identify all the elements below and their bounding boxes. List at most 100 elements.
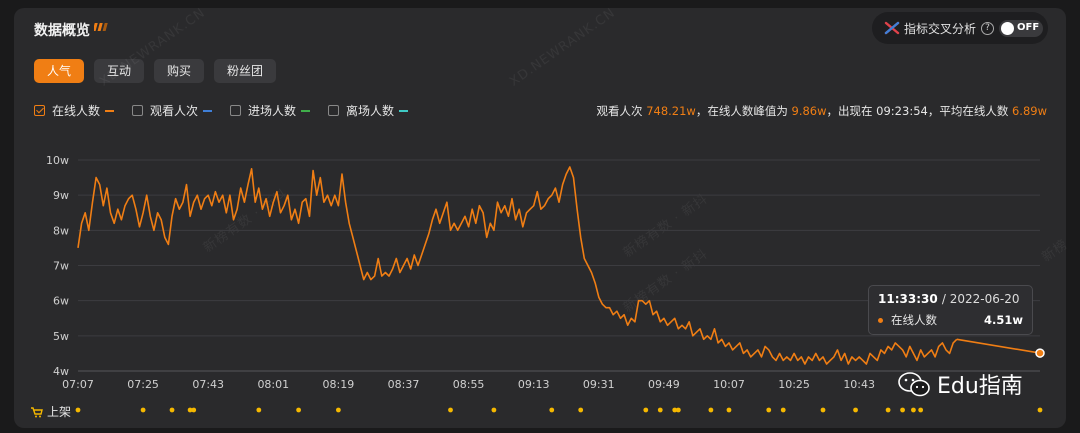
series-line-tail [956,338,1041,354]
tab-popularity[interactable]: 人气 [34,59,85,83]
brand-text: Edu指南 [937,374,1023,399]
avg-value: 6.89w [1011,104,1047,118]
shelf-marker [169,407,175,413]
tooltip-row: 在线人数 4.51w [878,312,1023,328]
shelf-marker [1037,407,1043,413]
checkbox-exits[interactable] [328,105,340,116]
y-tick-label: 9w [53,189,69,202]
shelf-marker [75,407,81,413]
x-tick-label: 08:19 [323,378,355,391]
x-tick-label: 10:07 [713,378,745,391]
x-tick-label: 08:37 [388,378,420,391]
shelf-marker [726,407,732,413]
x-tick-label: 09:49 [648,378,680,391]
panel-title: 数据概览 [34,23,90,39]
tab-purchase[interactable]: 购买 [154,59,205,83]
shelf-track-label: 上架 [30,403,71,420]
data-tooltip: 11:33:30 / 2022-06-20 在线人数 4.51w [868,285,1033,335]
shelf-marker [296,407,302,413]
wechat-icon [898,372,930,397]
shelf-marker [448,407,453,413]
legend-item-exits[interactable]: 离场人数 [328,102,409,119]
shelf-marker [578,407,584,413]
legend-item-entries[interactable]: 进场人数 [230,102,311,119]
cart-icon [31,406,43,417]
tooltip-value: 4.51w [984,313,1023,327]
x-tick-label: 09:13 [518,378,550,391]
tab-fan-club[interactable]: 粉丝团 [214,59,277,83]
legend-item-views[interactable]: 观看人次 [132,102,213,119]
shelf-marker [708,407,714,413]
x-tick-label: 09:31 [583,378,615,391]
views-value: 748.21w [646,104,696,118]
tooltip-time: 11:33:30 [878,292,938,306]
shelf-marker [672,407,678,413]
toggle-knob [1001,21,1015,35]
legend-swatch-online [105,109,115,112]
series-legend: 在线人数 观看人次 进场人数 离场人数 [34,102,426,119]
x-tick-label: 07:43 [192,378,224,391]
x-tick-label: 10:25 [778,378,810,391]
shelf-marker [491,407,497,413]
shelf-label: 上架 [47,405,72,419]
tooltip-series-label: 在线人数 [891,313,937,327]
tab-interaction[interactable]: 互动 [94,59,145,83]
tooltip-header: 11:33:30 / 2022-06-20 [878,292,1023,306]
y-tick-label: 10w [46,154,69,167]
x-tick-label: 10:43 [843,378,875,391]
shelf-marker [900,407,905,413]
legend-label-online: 在线人数 [52,104,101,118]
help-icon[interactable]: ? [981,21,995,35]
y-tick-label: 5w [53,330,69,343]
shelf-marker [549,407,555,413]
views-label: 观看人次 [596,104,643,118]
cross-analysis-icon [884,21,900,35]
shelf-marker [187,407,193,413]
x-tick-label: 07:25 [127,378,159,391]
cross-analysis-control[interactable]: 指标交叉分析 ? OFF [872,12,1048,44]
legend-label-exits: 离场人数 [346,104,395,118]
cross-analysis-toggle[interactable]: OFF [999,19,1044,37]
x-tick-label: 07:07 [62,378,94,391]
shelf-marker [675,407,681,413]
tooltip-series-dot [878,317,883,323]
y-tick-label: 8w [53,224,69,237]
hover-point [1035,348,1045,358]
checkbox-views[interactable] [132,105,144,116]
shelf-marker [191,407,197,413]
y-tick-label: 6w [53,295,69,308]
tooltip-date: / 2022-06-20 [941,292,1020,306]
summary-stats: 观看人次 748.21w，在线人数峰值为 9.86w，出现在 09:23:54，… [597,103,1047,119]
shelf-marker [885,407,891,413]
x-tick-label: 08:55 [453,378,485,391]
shelf-marker [657,407,663,413]
peak-value: 9.86w [791,104,827,118]
legend-item-online[interactable]: 在线人数 [34,102,115,119]
legend-label-entries: 进场人数 [248,104,297,118]
shelf-marker [820,407,826,413]
peak-time-value: 09:23:54 [876,104,928,118]
shelf-marker [780,407,786,413]
series-line-online [77,166,958,365]
checkbox-entries[interactable] [230,105,242,116]
legend-swatch-exits [399,109,409,112]
checkbox-online[interactable] [34,105,45,116]
metric-tabs: 人气 互动 购买 粉丝团 [34,59,277,83]
shelf-marker [911,407,916,413]
shelf-marker [918,407,924,413]
y-tick-label: 4w [53,365,69,378]
title-decoration-icon [94,23,108,31]
legend-swatch-entries [301,109,311,112]
shelf-marker [643,407,649,413]
shelf-marker [256,407,262,413]
peak-time-label: ，出现在 [826,104,873,118]
x-tick-label: 08:01 [257,378,289,391]
shelf-marker [853,407,858,413]
avg-label: ，平均在线人数 [927,104,1009,118]
shelf-marker [766,407,772,413]
toggle-state: OFF [1017,21,1040,33]
peak-label: ，在线人数峰值为 [695,104,788,118]
shelf-marker [335,407,341,413]
legend-swatch-views [203,109,213,112]
